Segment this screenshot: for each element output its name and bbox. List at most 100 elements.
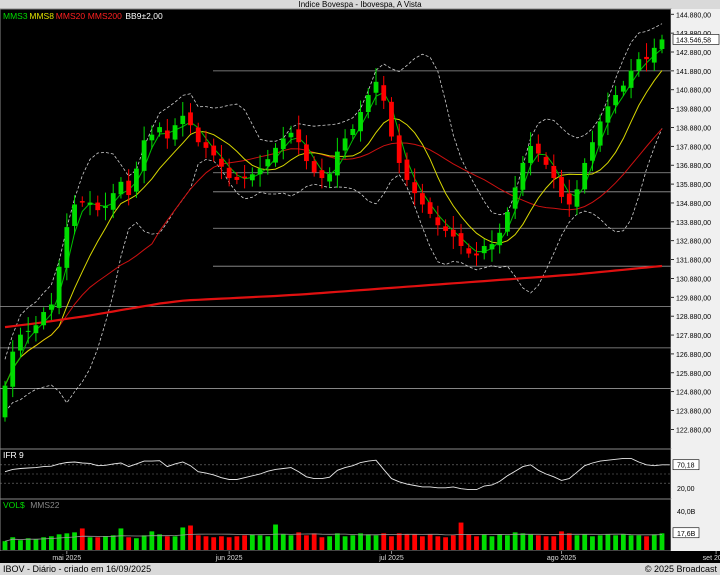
volume-bar-up [636, 535, 642, 550]
candle-down [443, 226, 448, 231]
footer-left-text: IBOV - Diário - criado em 16/09/2025 [3, 564, 152, 574]
volume-bar-down [427, 534, 433, 550]
volume-bar-up [620, 534, 626, 550]
volume-bar-up [2, 541, 8, 550]
volume-bar-up [41, 537, 47, 550]
volume-bar-down [566, 533, 572, 550]
volume-bar-up [118, 528, 124, 550]
volume-bar-up [56, 534, 62, 550]
candle-up [497, 232, 503, 246]
candle-up [342, 138, 348, 151]
ifr-axis [671, 449, 720, 499]
candle-up [103, 206, 108, 208]
candle-down [79, 201, 85, 203]
volume-bar-up [373, 535, 379, 550]
volume-bar-up [10, 537, 16, 550]
volume-bar-down [126, 537, 132, 550]
price-panel: 144.880,00143.880,00142.880,00141.880,00… [0, 8, 720, 450]
volume-bar-up [628, 535, 634, 550]
candle-down [435, 217, 441, 226]
candle-up [597, 121, 603, 146]
candle-up [636, 59, 642, 71]
legend-label: BB9±2,00 [125, 11, 163, 21]
footer-right-text: © 2025 Broadcast [644, 564, 717, 574]
volume-bar-down [466, 534, 472, 550]
volume-bar-up [149, 531, 155, 550]
volume-bar-up [134, 538, 139, 550]
volume-bar-up [365, 534, 371, 550]
price-tick-label: 129.880,00 [676, 295, 711, 302]
candle-up [528, 145, 533, 163]
volume-bar-down [644, 536, 649, 550]
volume-bar-down [443, 537, 448, 550]
candle-up [273, 147, 278, 163]
date-axis: mai 2025 jun 2025 jul 2025 ago 2025 set 2025 [0, 551, 720, 563]
volume-bar-up [172, 536, 178, 550]
ifr-value-box [672, 459, 700, 471]
volume-bar-up [249, 534, 255, 550]
candle-up [149, 134, 155, 141]
bollinger-upper-line [4, 23, 663, 360]
price-tick-label: 123.880,00 [676, 409, 711, 416]
candle-up [18, 334, 23, 351]
price-tick-label: 139.880,00 [676, 107, 711, 114]
volume-bar-down [419, 536, 425, 550]
volume-bar-down [389, 536, 394, 550]
volume-bar-down [543, 536, 549, 550]
volume-bar-up [334, 533, 340, 550]
legend-label: MMS3 [3, 11, 28, 21]
candle-up [350, 128, 356, 136]
candle-up [64, 227, 70, 268]
mms200-line [4, 264, 663, 329]
volume-bar-up [489, 536, 495, 550]
price-tick-label: 125.880,00 [676, 371, 711, 378]
volume-bar-down [226, 537, 232, 550]
ifr-tick-label: 70,18 [677, 463, 695, 470]
volume-bar-up [659, 533, 665, 550]
volume-bar-down [412, 534, 418, 550]
volume-bar-down [195, 535, 201, 550]
candle-up [582, 162, 588, 190]
candle-down [381, 85, 387, 101]
candle-down [296, 129, 302, 143]
volume-bar-up [280, 534, 286, 550]
volume-bar-down [188, 525, 193, 550]
volume-bar-up [481, 534, 487, 550]
price-tick-label: 133.880,00 [676, 220, 711, 227]
candle-down [466, 248, 472, 254]
candle-down [551, 165, 557, 179]
last-price-box [672, 34, 720, 45]
mms20-line [4, 128, 663, 386]
candle-up [512, 187, 518, 209]
volume-legend-label: MMS22 [30, 500, 60, 510]
candle-up [180, 115, 186, 125]
volume-bar-down [296, 532, 302, 550]
price-tick-label: 144.880,00 [676, 12, 711, 19]
candle-up [141, 140, 147, 171]
volume-bar-down [474, 536, 479, 550]
candle-down [126, 180, 132, 196]
volume-bar-up [157, 534, 162, 550]
ifr-panel: IFR 9 70,18 20,00 [0, 448, 720, 500]
candle-up [87, 202, 93, 205]
volume-bar-up [64, 533, 70, 550]
candle-down [219, 158, 224, 167]
volume-bar-down [79, 528, 85, 550]
price-tick-label: 136.880,00 [676, 163, 711, 170]
volume-bar-down [435, 536, 441, 550]
candle-up [613, 95, 619, 106]
volume-bar-up [273, 524, 278, 550]
candle-up [110, 193, 116, 210]
candle-down [450, 229, 456, 237]
volume-bar-up [48, 536, 54, 550]
candle-down [319, 170, 325, 179]
candles [2, 34, 665, 422]
volume-bar-down [551, 536, 557, 550]
candle-up [2, 385, 8, 418]
volume-bar-up [180, 527, 186, 550]
candle-up [574, 189, 580, 207]
candle-up [257, 168, 263, 175]
volume-bar-up [497, 534, 503, 550]
candle-up [520, 162, 526, 190]
